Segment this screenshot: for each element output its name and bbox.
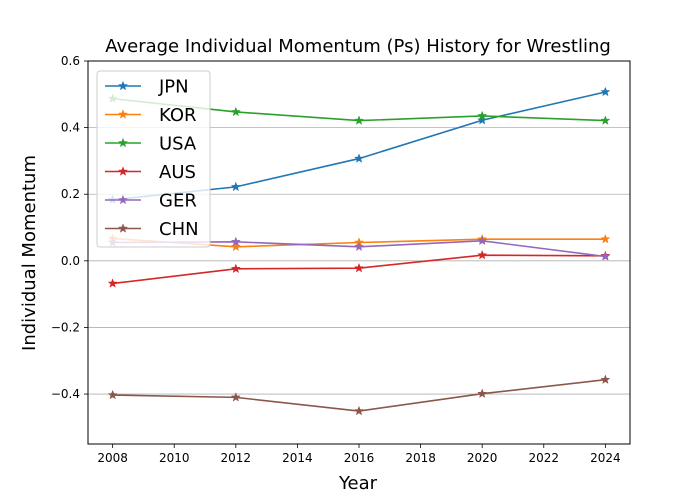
series-aus — [107, 249, 611, 288]
data-point-chn — [600, 374, 611, 385]
legend-marker-aus — [117, 166, 129, 176]
data-point-kor — [600, 233, 611, 244]
legend-item-chn: CHN — [105, 219, 199, 240]
data-point-ger — [353, 241, 365, 252]
data-point-usa — [353, 115, 365, 125]
y-tick-label: 0.4 — [61, 121, 80, 135]
series-chn — [107, 374, 611, 416]
x-axis-title: Year — [338, 473, 378, 494]
legend-marker-chn — [117, 223, 129, 233]
legend-item-ger: GER — [105, 191, 197, 212]
data-point-chn — [477, 388, 488, 399]
y-tick-label: 0.2 — [61, 187, 80, 201]
y-tick-label: 0.6 — [61, 54, 80, 68]
legend-marker-kor — [117, 109, 129, 119]
legend-item-kor: KOR — [105, 105, 197, 126]
x-tick-label: 2014 — [282, 451, 313, 465]
data-point-ger — [600, 251, 611, 261]
data-point-jpn — [600, 86, 611, 97]
x-tick-label: 2016 — [344, 451, 375, 465]
data-point-aus — [230, 263, 241, 274]
y-tick-label: 0.0 — [61, 254, 80, 268]
data-point-ger — [477, 235, 488, 246]
legend-label-aus: AUS — [159, 162, 196, 183]
x-tick-label: 2008 — [97, 451, 128, 465]
data-point-kor — [230, 241, 241, 252]
legend-label-ger: GER — [159, 191, 197, 212]
legend-item-jpn: JPN — [105, 77, 189, 98]
data-point-jpn — [230, 181, 241, 192]
legend-marker-usa — [117, 137, 129, 148]
data-point-jpn — [477, 114, 488, 125]
legend-item-usa: USA — [105, 134, 197, 155]
y-axis-ticks: −0.4 −0.2 0.0 0.2 0.4 0.6 — [51, 54, 88, 401]
legend: JPN KOR USA AUS GER CHN — [96, 70, 211, 248]
legend-marker-ger — [117, 194, 129, 205]
legend-item-aus: AUS — [105, 162, 196, 183]
x-tick-label: 2010 — [159, 451, 190, 465]
legend-label-chn: CHN — [159, 219, 199, 240]
data-point-usa — [477, 110, 488, 121]
legend-marker-jpn — [117, 80, 129, 91]
data-point-jpn — [353, 153, 365, 163]
y-tick-label: −0.2 — [51, 320, 80, 334]
legend-label-jpn: JPN — [158, 77, 189, 98]
x-axis-ticks: 2008 2010 2012 2014 2016 2018 2020 2022 2024 — [97, 444, 621, 465]
data-point-usa — [230, 106, 241, 117]
x-tick-label: 2012 — [221, 451, 252, 465]
x-tick-label: 2018 — [405, 451, 436, 465]
data-point-aus — [353, 262, 365, 273]
data-point-aus — [107, 278, 118, 288]
data-point-chn — [353, 405, 365, 416]
legend-label-usa: USA — [159, 134, 197, 155]
x-tick-label: 2020 — [467, 451, 498, 465]
data-point-aus — [477, 249, 488, 260]
legend-label-kor: KOR — [159, 105, 197, 126]
data-point-chn — [107, 389, 118, 400]
x-tick-label: 2024 — [590, 451, 621, 465]
data-point-usa — [600, 115, 611, 125]
y-tick-label: −0.4 — [51, 387, 80, 401]
chart-title: Average Individual Momentum (Ps) History… — [105, 36, 611, 57]
x-tick-label: 2022 — [528, 451, 559, 465]
y-axis-title: Individual Momentum — [19, 155, 40, 351]
data-point-chn — [230, 392, 241, 402]
data-point-ger — [230, 236, 241, 247]
